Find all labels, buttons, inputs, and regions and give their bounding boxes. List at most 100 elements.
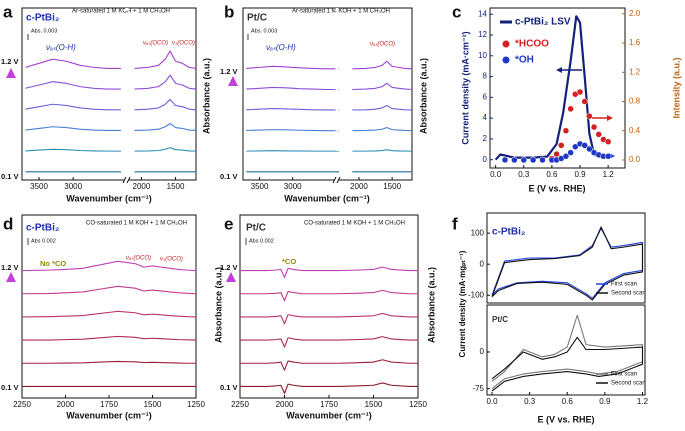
y-axis-label: Absorbance (a.u.) [418,58,428,134]
line-series [21,310,197,318]
x-tick-label: 1.2 [603,170,615,179]
y2-tick-label: 0.0 [629,155,641,164]
y2-axis-label: Intensity (a.u.) [671,57,681,118]
y-tick-label: 0 [480,259,485,268]
scatter-point [604,138,612,145]
x-tick-label: 0.9 [574,170,586,179]
line-series [240,382,418,394]
legend-label: Second scan [611,291,646,297]
line-series [246,60,413,70]
y-tick-label: 12 [478,30,487,39]
legend-label: Second scan [611,381,646,387]
panel-letter: b [224,2,234,21]
x-tick-label: 3000 [64,182,82,191]
line-series [240,266,418,279]
axis-break [124,176,129,184]
y-tick-label: 0 [483,155,488,164]
potential-arrows [6,68,238,382]
x-tick-label: 0.6 [562,397,574,406]
x-axis-label: Wavenumber (cm⁻¹) [286,410,371,420]
x-tick-label: 1500 [365,400,383,409]
scatter-point [553,150,560,158]
annotation: 0.1 V [1,172,19,181]
scale-label: Abs 0.002 [31,238,56,244]
scatter-point [595,131,602,138]
x-axis-label: Wavenumber (cm⁻¹) [66,410,151,420]
y-tick-label: -75 [472,384,484,393]
plot-frame [486,304,646,396]
x-tick-label: 1.2 [637,397,649,406]
annotation: νₐₛ(OCO) [370,42,395,48]
annotation: *CO [282,257,296,266]
y-axis-label: Current density (mA·mgₚₜ⁻¹) [458,250,467,357]
line-series [25,50,197,69]
scatter-point [511,156,518,164]
scatter-point [590,123,598,131]
y-tick-label: 100 [471,228,485,237]
panel-title: c-PtBi₂ [26,13,59,24]
scatter-point [562,127,570,134]
axis-break [336,176,341,184]
legend-swatch [502,56,510,64]
axis-break [122,176,127,184]
x-tick-label: 0.9 [599,397,611,406]
annotation: νₐₛ(OCO) [126,256,151,262]
x-axis-label: E (V vs. RHE) [528,183,585,193]
line-series [240,289,418,302]
scatter-point [558,142,565,149]
scale-label: Abs 0.002 [249,238,274,244]
scatter-point [586,145,593,153]
scatter-point [539,156,546,164]
x-tick-label: 2000 [276,400,294,409]
line-series [491,314,644,390]
x-tick-label: 2250 [13,400,31,409]
annotation: νₐₛ(OCO) [143,41,168,47]
annotation: 1.2 V [220,67,238,76]
scatter-point [604,153,612,160]
panel-title: Pt/C [247,13,267,24]
y-axis-label: Absorbance (a.u.) [201,58,211,134]
annotation: 1.2 V [220,263,238,272]
annotation: 0.1 V [220,172,238,181]
line-series [25,122,197,131]
line-series [240,336,418,348]
line-series [21,260,197,272]
y2-tick-label: 0.4 [629,126,641,135]
panel-title: Pt/C [492,315,508,324]
x-tick-label: 2000 [350,182,368,191]
x-tick-label: 0.0 [490,170,502,179]
panel-letter: e [224,214,233,233]
annotation: νₛ(OCO) [172,41,195,47]
x-tick-label: 2000 [57,400,75,409]
y-axis-label: Absorbance (a.u.) [426,267,436,343]
line-series [21,285,197,295]
x-tick-label: 1500 [167,182,185,191]
y-tick-label: 0 [480,347,485,356]
y-tick-label: -100 [468,290,485,299]
line-series [491,336,644,392]
plot-frame [242,7,413,181]
y-tick-label: 8 [483,72,488,81]
panel-title: Pt/C [246,223,266,234]
annotation: 0.1 V [220,383,238,392]
x-tick-label: 2250 [231,400,249,409]
legend-label: First scan [611,282,637,288]
line-series [22,335,197,341]
scatter-point [529,156,537,164]
x-axis-label: Wavenumber (cm⁻¹) [66,193,151,203]
axis-break [126,176,131,184]
subtitle: CO-saturated 1 M KOH + 1 M CH₃OH [86,221,187,227]
scatter-point [576,88,584,96]
x-tick-label: 3500 [251,182,269,191]
panel-letter: f [452,214,458,233]
x-tick-label: 0.0 [486,397,498,406]
x-tick-label: 3500 [30,182,48,191]
scatter-point [586,112,593,120]
scale-bars [27,34,249,245]
x-tick-label: 0.3 [524,397,536,406]
scatter-point [572,143,579,151]
annotation: νₐₛ(O-H) [266,43,296,52]
line-series [240,312,418,325]
panel-letter: a [3,2,13,21]
